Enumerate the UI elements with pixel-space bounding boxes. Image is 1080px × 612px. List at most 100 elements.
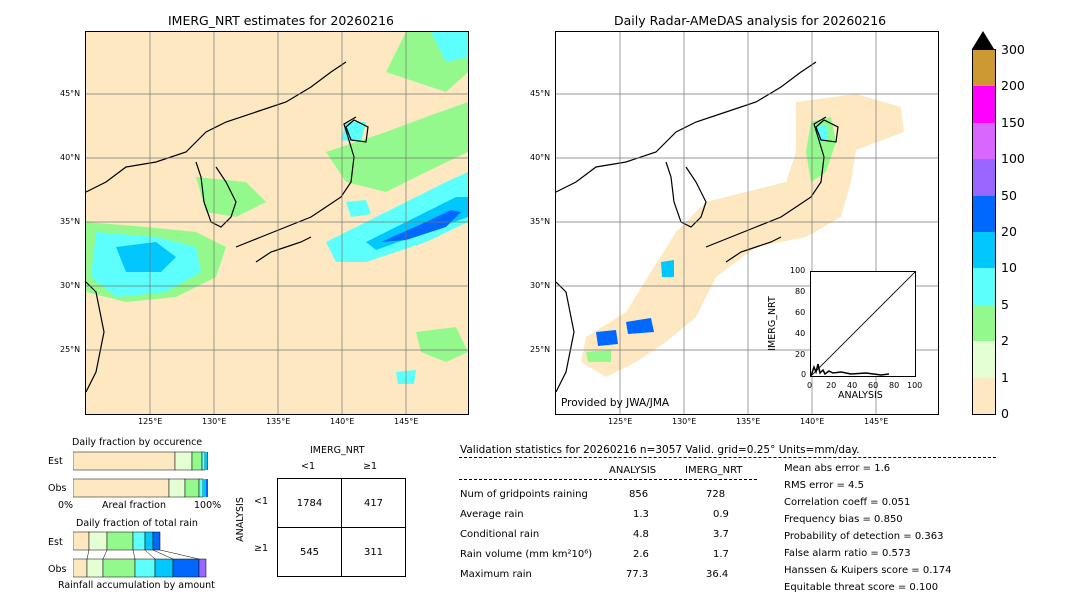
total-rain-row-label: Obs <box>48 564 67 575</box>
colorbar-label: 50 <box>1001 188 1017 203</box>
validation-score: Mean abs error = 1.6 <box>784 463 891 474</box>
inset-xtick: 40 <box>847 381 858 390</box>
right-lat-label: 35°N <box>530 217 551 226</box>
colorbar-label: 150 <box>1001 115 1025 130</box>
right-lon-label: 135°E <box>736 417 761 426</box>
validation-score: False alarm ratio = 0.573 <box>784 548 911 559</box>
contingency-col-label: ≥1 <box>363 461 378 472</box>
contingency-cell: 1784 <box>277 478 342 528</box>
validation-dashed-rule <box>459 457 996 458</box>
validation-col-imerg: IMERG_NRT <box>685 465 743 476</box>
validation-score: Hanssen & Kuipers score = 0.174 <box>784 565 952 576</box>
left-lat-label: 45°N <box>60 89 81 98</box>
colorbar-label: 0 <box>1001 406 1009 421</box>
total-rain-bar-est <box>73 531 161 551</box>
occurrence-axis-mid: Areal fraction <box>102 500 167 511</box>
right-lon-label: 140°E <box>800 417 825 426</box>
total-rain-title: Daily fraction of total rain <box>76 518 198 529</box>
inset-ytick: 60 <box>795 308 806 317</box>
validation-row-imerg: 0.9 <box>713 509 729 520</box>
left-lon-label: 130°E <box>202 417 227 426</box>
inset-xtick: 0 <box>807 381 813 390</box>
colorbar-label: 300 <box>1001 42 1025 57</box>
left-gridlines <box>86 32 468 414</box>
validation-row-analysis: 4.8 <box>633 529 649 540</box>
colorbar-label: 200 <box>1001 78 1025 93</box>
right-lat-label: 25°N <box>530 345 551 354</box>
validation-row-analysis: 856 <box>629 489 649 500</box>
left-lon-label: 140°E <box>330 417 355 426</box>
inset-ytick: 80 <box>795 287 806 296</box>
validation-row-label: Conditional rain <box>460 529 540 540</box>
validation-score: Correlation coeff = 0.051 <box>784 497 911 508</box>
colorbar <box>972 49 996 415</box>
contingency-cell: 311 <box>341 527 406 577</box>
left-map-title: IMERG_NRT estimates for 20260216 <box>168 13 395 28</box>
validation-row-imerg: 36.4 <box>706 569 729 580</box>
occurrence-axis-left: 0% <box>58 500 74 511</box>
validation-row-analysis: 2.6 <box>633 549 649 560</box>
inset-ylabel: IMERG_NRT <box>766 296 778 351</box>
inset-xtick: 80 <box>889 381 900 390</box>
colorbar-extend-arrow <box>972 31 994 49</box>
validation-score: Equitable threat score = 0.100 <box>784 582 939 593</box>
inset-xtick: 100 <box>907 381 923 390</box>
occurrence-row-label: Obs <box>48 483 67 494</box>
left-map <box>85 31 469 415</box>
inset-scatter <box>810 271 916 377</box>
occurrence-row-label: Est <box>48 456 63 467</box>
colorbar-segment <box>973 341 995 378</box>
inset-xtick: 20 <box>826 381 837 390</box>
colorbar-segment <box>973 232 995 269</box>
colorbar-segment <box>973 159 995 196</box>
right-lat-label: 30°N <box>530 281 551 290</box>
colorbar-label: 100 <box>1001 151 1025 166</box>
validation-row-label: Average rain <box>460 509 524 520</box>
total-rain-bars <box>73 531 207 578</box>
validation-row-label: Maximum rain <box>460 569 532 580</box>
validation-row-label: Num of gridpoints raining <box>460 489 588 500</box>
colorbar-segment <box>973 50 995 87</box>
validation-score: RMS error = 4.5 <box>784 480 864 491</box>
validation-row-analysis: 1.3 <box>633 509 649 520</box>
validation-header: Validation statistics for 20260216 n=305… <box>460 444 860 456</box>
occurrence-axis-right: 100% <box>194 500 222 511</box>
inset-xtick: 60 <box>868 381 879 390</box>
right-lon-label: 125°E <box>608 417 633 426</box>
colorbar-segment <box>973 268 995 305</box>
right-lon-label: 145°E <box>864 417 889 426</box>
total-rain-row-label: Est <box>48 537 63 548</box>
diagonal-line <box>810 271 916 377</box>
scatter-points <box>810 363 890 377</box>
left-lon-label: 125°E <box>138 417 163 426</box>
contingency-cell: 417 <box>341 478 406 528</box>
credit-text: Provided by JWA/JMA <box>561 397 670 409</box>
left-map-graphic <box>86 32 468 414</box>
occurrence-bar-est <box>73 451 208 471</box>
colorbar-label: 5 <box>1001 297 1009 312</box>
occurrence-bars <box>73 451 208 498</box>
validation-table-rule <box>459 479 757 480</box>
validation-score: Probability of detection = 0.363 <box>784 531 944 542</box>
inset-xlabel: ANALYSIS <box>838 390 883 401</box>
colorbar-label: 2 <box>1001 333 1009 348</box>
left-lat-label: 35°N <box>60 217 81 226</box>
contingency-col-label: <1 <box>301 461 316 472</box>
left-lon-label: 145°E <box>394 417 419 426</box>
left-lat-label: 40°N <box>60 153 81 162</box>
contingency-row-label: ≥1 <box>254 543 269 554</box>
left-lon-label: 135°E <box>266 417 291 426</box>
left-lat-label: 25°N <box>60 345 81 354</box>
colorbar-segment <box>973 122 995 160</box>
inset-ytick: 100 <box>790 266 806 275</box>
occurrence-bar-obs <box>73 478 208 498</box>
total-rain-caption: Rainfall accumulation by amount <box>58 580 215 591</box>
colorbar-label: 1 <box>1001 370 1009 385</box>
right-lon-label: 130°E <box>672 417 697 426</box>
colorbar-segment <box>973 304 995 342</box>
left-lat-label: 30°N <box>60 281 81 290</box>
validation-row-label: Rain volume (mm km²10⁶) <box>460 549 593 560</box>
right-map-title: Daily Radar-AMeDAS analysis for 20260216 <box>614 13 887 28</box>
validation-col-analysis: ANALYSIS <box>609 465 657 476</box>
colorbar-segment <box>973 377 995 414</box>
